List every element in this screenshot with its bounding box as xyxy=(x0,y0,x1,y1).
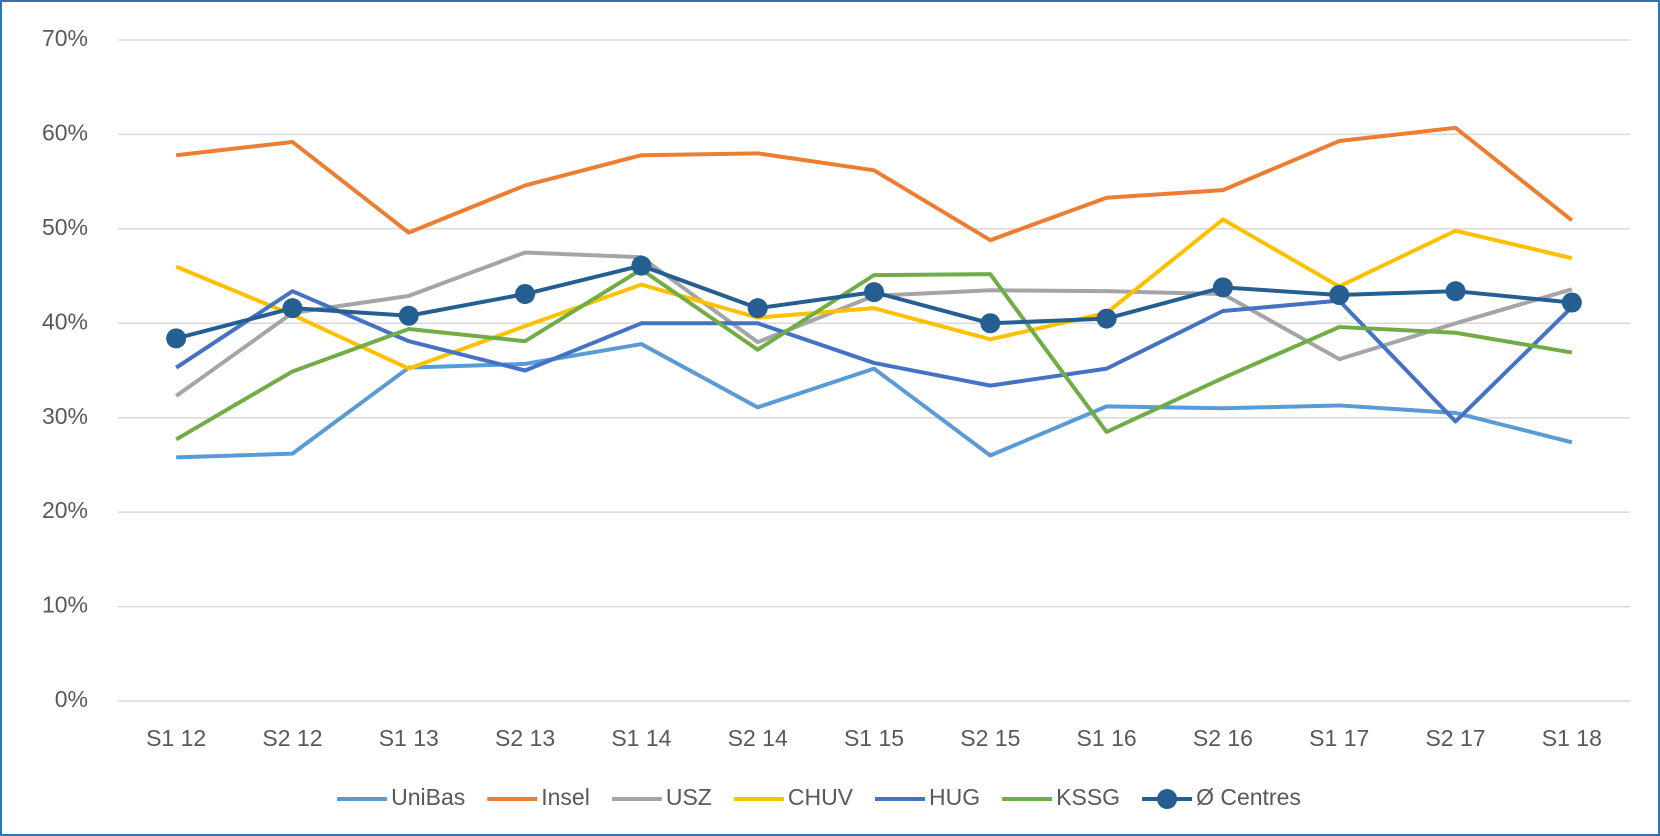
x-tick-label: S1 13 xyxy=(379,725,439,751)
x-tick-label: S1 14 xyxy=(611,725,671,751)
x-tick-label: S1 15 xyxy=(844,725,904,751)
legend-label: USZ xyxy=(666,784,712,810)
x-tick-label: S2 14 xyxy=(728,725,788,751)
x-tick-label: S2 16 xyxy=(1193,725,1253,751)
point-marker xyxy=(282,298,303,319)
y-tick-label: 50% xyxy=(42,214,88,240)
legend-label: HUG xyxy=(929,784,980,810)
y-tick-label: 0% xyxy=(55,686,88,712)
legend-label: Insel xyxy=(541,784,590,810)
legend-label: UniBas xyxy=(391,784,465,810)
point-marker xyxy=(1096,308,1117,329)
x-tick-label: S2 12 xyxy=(262,725,322,751)
y-tick-label: 70% xyxy=(42,25,88,51)
point-marker xyxy=(398,305,419,326)
x-tick-label: S1 16 xyxy=(1077,725,1137,751)
point-marker xyxy=(1329,284,1350,305)
legend-marker xyxy=(1157,789,1178,809)
y-tick-label: 10% xyxy=(42,592,88,618)
point-marker xyxy=(864,282,884,303)
point-marker xyxy=(1212,277,1233,298)
series-line xyxy=(175,267,1573,442)
x-tick-label: S1 18 xyxy=(1542,725,1602,751)
x-tick-label: S2 17 xyxy=(1425,725,1485,751)
y-tick-label: 60% xyxy=(42,120,88,146)
series-line xyxy=(175,125,1574,243)
point-marker xyxy=(166,328,187,349)
x-tick-label: S1 17 xyxy=(1309,725,1369,751)
legend-label: Ø Centres xyxy=(1196,784,1301,810)
x-tick-label: S2 13 xyxy=(495,725,555,751)
point-marker xyxy=(1561,292,1582,313)
point-marker xyxy=(747,298,768,319)
legend-label: CHUV xyxy=(788,784,854,810)
x-tick-label: S1 12 xyxy=(146,725,206,751)
y-tick-label: 30% xyxy=(42,403,88,429)
y-tick-label: 20% xyxy=(42,497,88,523)
point-marker xyxy=(515,284,536,305)
point-marker xyxy=(631,255,652,276)
point-marker xyxy=(980,313,1001,334)
x-tick-label: S2 15 xyxy=(960,725,1020,751)
point-marker xyxy=(1445,281,1466,302)
y-tick-label: 40% xyxy=(42,308,88,334)
legend-label: KSSG xyxy=(1056,784,1120,810)
